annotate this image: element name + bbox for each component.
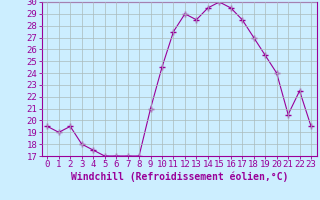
X-axis label: Windchill (Refroidissement éolien,°C): Windchill (Refroidissement éolien,°C) (70, 172, 288, 182)
